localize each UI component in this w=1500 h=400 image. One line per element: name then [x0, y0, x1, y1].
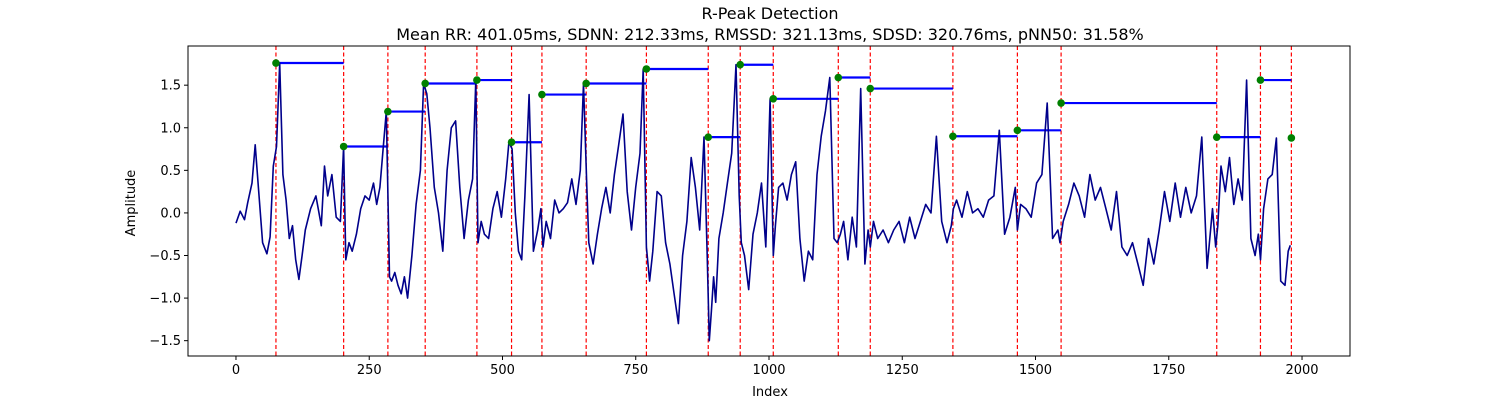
peak-marker-13: [866, 84, 875, 93]
peak-marker-1: [339, 142, 348, 151]
peak-marker-4: [473, 76, 481, 84]
peak-marker-5: [507, 138, 516, 147]
peak-marker-14: [949, 132, 957, 141]
y-tick-label-4: 0.5: [160, 164, 181, 179]
x-tick-label-5: 1250: [886, 363, 919, 378]
y-tick-label-1: −1.0: [149, 292, 181, 307]
y-axis-label: Amplitude: [124, 170, 139, 237]
peak-marker-18: [1256, 76, 1265, 84]
y-tick-label-3: 0.0: [160, 206, 181, 221]
x-tick-label-4: 1000: [752, 363, 785, 378]
x-tick-label-0: 0: [232, 363, 240, 378]
y-axis-ticks: −1.5 −1.0 −0.5 0.0 0.5 1.0 1.5: [149, 79, 188, 349]
y-tick-label-0: −1.5: [149, 334, 181, 349]
x-tick-label-2: 500: [490, 363, 515, 378]
plot-frame: [187, 45, 1351, 357]
x-axis-label: Index: [752, 385, 788, 400]
chart-subtitle: Mean RR: 401.05ms, SDNN: 212.33ms, RMSSD…: [396, 25, 1144, 44]
x-tick-label-7: 1750: [1152, 363, 1185, 378]
peak-marker-16: [1057, 99, 1065, 107]
peak-marker-6: [538, 90, 546, 99]
peak-marker-10: [736, 60, 745, 69]
peak-marker-11: [769, 95, 778, 103]
y-tick-label-2: −0.5: [149, 249, 181, 264]
y-tick-label-5: 1.0: [160, 121, 181, 136]
peak-marker-15: [1013, 126, 1022, 135]
peak-marker-12: [834, 73, 843, 82]
peak-markers-group: [272, 59, 1296, 151]
chart-title: R-Peak Detection: [701, 4, 838, 23]
peak-marker-0: [272, 59, 280, 67]
y-tick-label-6: 1.5: [160, 79, 181, 94]
peak-marker-2: [384, 107, 392, 116]
x-tick-label-3: 750: [623, 363, 648, 378]
x-tick-label-8: 2000: [1285, 363, 1318, 378]
rr-interval-lines-group: [275, 61, 1292, 148]
peak-marker-19: [1287, 134, 1296, 142]
ecg-signal-line: [235, 62, 1292, 342]
x-tick-label-1: 250: [357, 363, 382, 378]
peak-marker-3: [421, 79, 429, 88]
peak-marker-9: [704, 133, 713, 141]
peak-vlines-group: [275, 46, 1292, 356]
peak-marker-17: [1212, 133, 1221, 141]
x-axis-ticks: 0 250 500 750 1000 1250 1500 1750 2000: [232, 356, 1319, 378]
peak-marker-8: [642, 65, 651, 73]
x-tick-label-6: 1500: [1019, 363, 1052, 378]
peak-marker-7: [582, 79, 590, 88]
